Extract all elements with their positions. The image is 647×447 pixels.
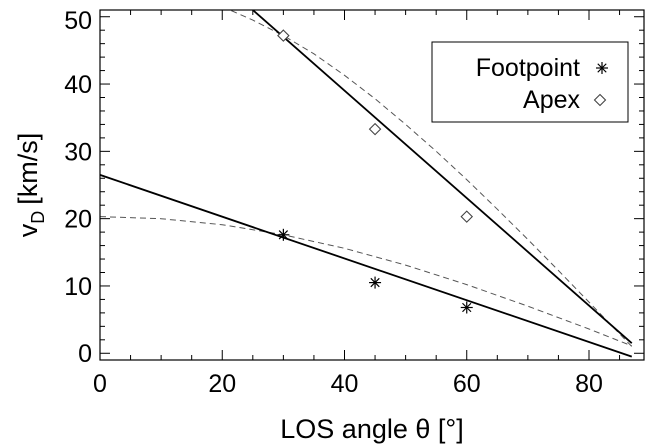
fit-line-footpoint [100, 174, 633, 358]
apex-point [460, 210, 474, 223]
apex-point [368, 122, 382, 136]
fit-lines [100, 10, 633, 358]
y-tick-label: 20 [64, 206, 92, 234]
model-curve-footpoint [100, 216, 632, 347]
footpoint-point [369, 276, 382, 289]
y-axis-label: vD [km/s] [13, 133, 48, 238]
footpoint-point [460, 301, 473, 314]
x-tick-label: 60 [453, 370, 481, 398]
legend-marker-symbol [593, 93, 607, 107]
y-axis-label-main: v [13, 223, 43, 237]
x-axis-label: LOS angle θ [°] [280, 414, 463, 444]
y-tick-label: 40 [64, 71, 92, 99]
tick-labels: 0 20 40 60 80 0 10 20 30 40 50 [64, 7, 603, 398]
x-tick-label: 0 [93, 370, 107, 398]
fit-line-apex [252, 10, 633, 344]
y-tick-label: 50 [64, 7, 92, 35]
legend: Footpoint Apex [431, 41, 629, 123]
legend-marker-footpoint [596, 62, 608, 74]
footpoint-point [277, 228, 290, 241]
y-tick-label: 10 [64, 273, 92, 301]
y-axis-label-unit: [km/s] [13, 133, 43, 205]
plot-frame [99, 9, 645, 361]
apex-point [277, 29, 290, 42]
x-tick-label: 40 [331, 370, 359, 398]
data-markers [277, 29, 474, 314]
model-curve-apex [228, 10, 633, 347]
x-tick-label: 20 [208, 370, 236, 398]
x-tick-label: 80 [575, 370, 603, 398]
legend-marker-apex [593, 93, 607, 107]
y-tick-label: 0 [78, 340, 92, 368]
model-curves [100, 10, 633, 347]
y-axis-label-subscript: D [28, 211, 48, 224]
legend-label-apex: Apex [523, 86, 580, 114]
legend-box [431, 41, 629, 123]
legend-marker-symbol [596, 62, 608, 74]
legend-label-footpoint: Footpoint [476, 54, 580, 82]
y-tick-label: 30 [64, 138, 92, 166]
